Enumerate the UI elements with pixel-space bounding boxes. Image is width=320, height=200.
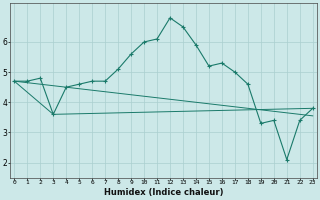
X-axis label: Humidex (Indice chaleur): Humidex (Indice chaleur) xyxy=(104,188,223,197)
